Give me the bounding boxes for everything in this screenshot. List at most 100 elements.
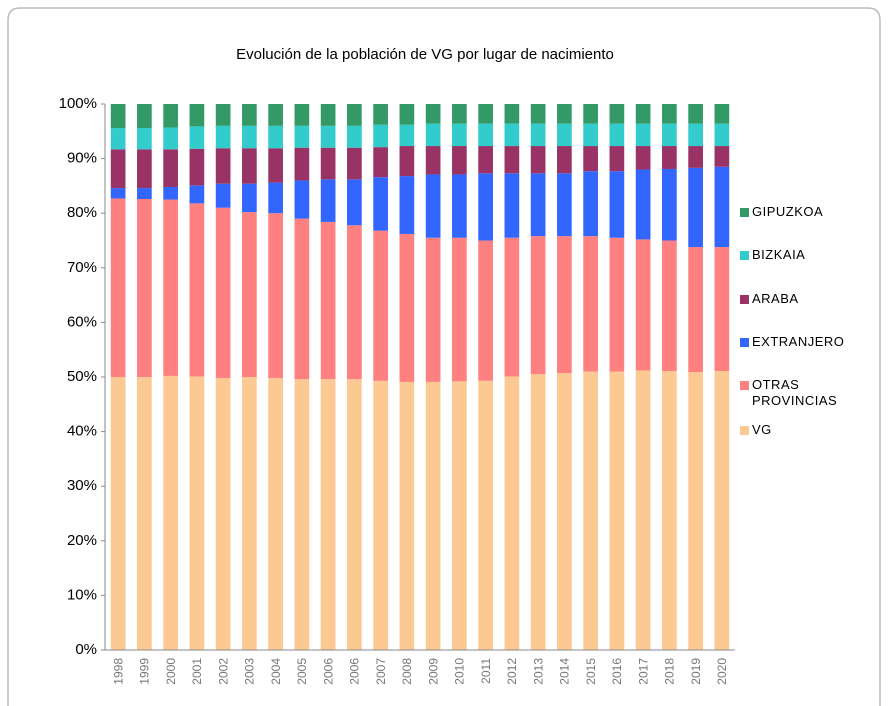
bar-segment	[504, 123, 520, 147]
bar-segment	[635, 169, 651, 240]
bar-segment	[399, 176, 415, 234]
bar-segment	[688, 167, 703, 248]
x-tick-label: 2005	[295, 658, 309, 685]
bar-segment	[662, 168, 677, 241]
x-tick-label: 2010	[453, 658, 467, 685]
bar-segment	[242, 183, 257, 213]
bar-segment	[110, 104, 126, 129]
x-tick-label: 1998	[111, 658, 125, 685]
x-tick-label: 2000	[164, 658, 178, 685]
y-tick-label: 100%	[59, 95, 97, 112]
bar-segment	[478, 173, 493, 241]
bar-segment	[320, 125, 336, 148]
y-tick-label: 50%	[67, 368, 97, 385]
x-tick-label: 2019	[689, 658, 703, 685]
bar-segment	[583, 171, 598, 237]
bar-segment	[504, 173, 520, 238]
card-border	[7, 7, 881, 706]
bar-segment	[557, 373, 572, 650]
bar-segment	[452, 123, 467, 147]
bar-segment	[452, 174, 467, 238]
bar-segment	[714, 166, 730, 248]
bar-segment	[110, 128, 126, 150]
bar-segment	[399, 233, 415, 382]
bar-segment	[268, 378, 283, 650]
y-tick-label: 70%	[67, 259, 97, 276]
bar-segment	[635, 370, 651, 650]
bar-segment	[530, 374, 546, 650]
bar-segment	[714, 123, 730, 147]
bar-segment	[242, 125, 257, 149]
bar-segment	[557, 173, 572, 237]
bar-segment	[294, 147, 310, 181]
y-tick-label: 80%	[67, 204, 97, 221]
legend-entry: EXTRANJERO	[740, 334, 880, 350]
x-tick-label: 2008	[400, 658, 414, 685]
bar-segment	[425, 104, 441, 124]
bar-segment	[583, 371, 598, 650]
bar-segment	[189, 376, 205, 650]
bar-segment	[294, 379, 310, 650]
bar-segment	[320, 379, 336, 650]
bar-segment	[399, 381, 415, 650]
bar-segment	[583, 146, 598, 172]
legend-swatch	[740, 426, 749, 435]
bar-segment	[215, 148, 231, 184]
legend-entry: GIPUZKOA	[740, 204, 880, 220]
bar-segment	[557, 123, 572, 147]
bar-segment	[347, 179, 362, 226]
bar-segment	[163, 127, 178, 150]
bar-segment	[373, 230, 388, 381]
bar-segment	[504, 104, 520, 124]
bar-segment	[189, 185, 205, 204]
bar-segment	[399, 104, 415, 125]
x-tick-label: 2007	[374, 658, 388, 685]
legend-entry: ARABA	[740, 291, 880, 307]
bar-segment	[320, 179, 336, 222]
bar-segment	[425, 237, 441, 382]
bar-segment	[478, 123, 493, 147]
bar-segment	[530, 123, 546, 147]
bar-segment	[662, 146, 677, 169]
bar-segment	[609, 237, 625, 372]
y-tick-label: 40%	[67, 423, 97, 440]
bar-segment	[320, 147, 336, 180]
bar-segment	[294, 125, 310, 148]
x-tick-label: 2006	[348, 658, 362, 685]
legend-swatch	[740, 208, 749, 217]
bar-segment	[110, 377, 126, 650]
legend-entry: BIZKAIA	[740, 247, 880, 263]
legend-swatch	[740, 338, 749, 347]
bar-segment	[137, 199, 152, 377]
bar-segment	[478, 146, 493, 174]
bar-segment	[452, 146, 467, 175]
bar-segment	[215, 125, 231, 149]
bar-segment	[425, 381, 441, 650]
bar-segment	[215, 378, 231, 650]
bar-segment	[688, 104, 703, 124]
bar-segment	[242, 377, 257, 650]
bar-segment	[557, 104, 572, 124]
bar-segment	[242, 212, 257, 377]
bar-segment	[215, 207, 231, 379]
bar-segment	[583, 104, 598, 124]
x-tick-label: 2014	[558, 658, 572, 685]
bar-segment	[609, 146, 625, 172]
bar-segment	[373, 380, 388, 650]
bar-segment	[347, 147, 362, 180]
bar-segment	[268, 104, 283, 126]
bar-segment	[662, 104, 677, 124]
bar-segment	[609, 371, 625, 650]
bar-segment	[163, 186, 178, 200]
bar-segment	[294, 104, 310, 126]
x-tick-label: 2001	[190, 658, 204, 685]
bar-segment	[268, 213, 283, 379]
bar-segment	[714, 146, 730, 167]
bar-segment	[688, 247, 703, 373]
x-tick-label: 2020	[715, 658, 729, 685]
bar-segment	[583, 123, 598, 147]
x-tick-label: 2002	[216, 658, 230, 685]
chart-title: Evolución de la población de VG por luga…	[236, 46, 614, 63]
bar-segment	[714, 370, 730, 650]
bar-segment	[294, 180, 310, 219]
